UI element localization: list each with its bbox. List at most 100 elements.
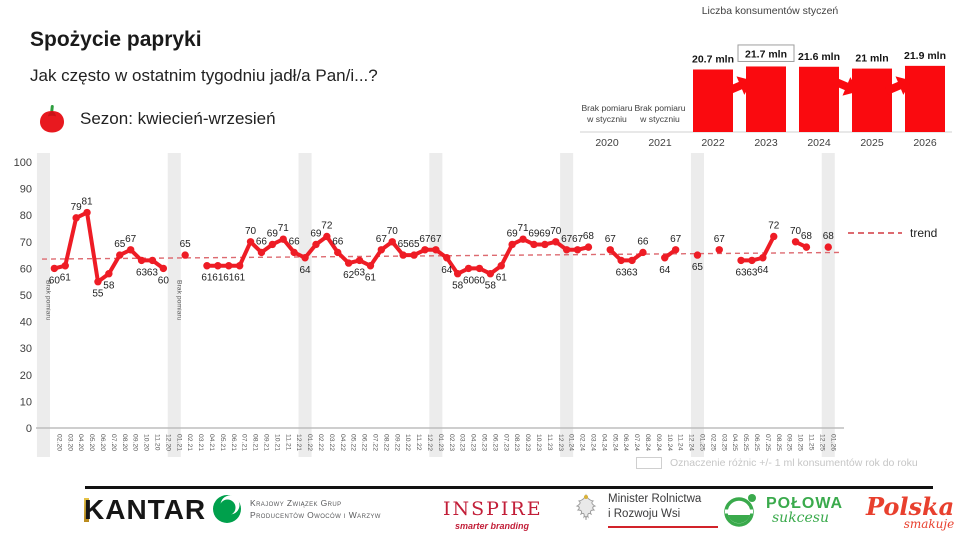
svg-text:2026: 2026 (913, 137, 937, 149)
svg-text:01.25: 01.25 (698, 434, 705, 451)
svg-text:10.25: 10.25 (797, 434, 804, 451)
svg-text:72: 72 (321, 220, 333, 231)
svg-text:64: 64 (659, 265, 671, 276)
svg-text:08.22: 08.22 (382, 434, 389, 451)
svg-text:21 mln: 21 mln (855, 53, 888, 65)
data-points (50, 208, 832, 286)
svg-text:12.24: 12.24 (688, 434, 695, 451)
svg-text:67: 67 (419, 234, 431, 245)
svg-text:07.21: 07.21 (241, 434, 248, 451)
svg-text:03.24: 03.24 (589, 434, 596, 451)
svg-text:03.20: 03.20 (66, 434, 73, 451)
svg-text:58: 58 (485, 281, 497, 292)
svg-text:64: 64 (757, 265, 769, 276)
svg-text:09.20: 09.20 (132, 434, 139, 451)
season-row: Sezon: kwiecień-wrzesień (36, 103, 276, 135)
svg-text:63: 63 (735, 267, 747, 278)
svg-text:07.22: 07.22 (371, 434, 378, 451)
svg-text:05.22: 05.22 (350, 434, 357, 451)
svg-text:02.22: 02.22 (317, 434, 324, 451)
svg-text:11.23: 11.23 (546, 434, 553, 451)
svg-text:65: 65 (180, 239, 192, 250)
svg-text:65: 65 (692, 262, 704, 273)
svg-text:10.23: 10.23 (535, 434, 542, 451)
question-text: Jak często w ostatnim tygodniu jadł/a Pa… (30, 66, 378, 85)
inspire-wordmark: INSPIRE (443, 498, 543, 520)
svg-text:02.21: 02.21 (186, 434, 193, 451)
svg-text:61: 61 (223, 273, 235, 284)
svg-text:70: 70 (387, 226, 399, 237)
svg-text:08.23: 08.23 (513, 434, 520, 451)
svg-text:60: 60 (158, 275, 170, 286)
svg-text:70: 70 (20, 237, 32, 249)
svg-text:08.20: 08.20 (121, 434, 128, 451)
no-measurement-labels: Brak pomiaru Brak pomiaru (44, 280, 182, 321)
svg-text:04.24: 04.24 (600, 434, 607, 451)
svg-text:50: 50 (20, 290, 32, 302)
svg-text:60: 60 (463, 275, 475, 286)
ministry-underline (608, 525, 718, 529)
svg-text:80: 80 (20, 210, 32, 222)
svg-text:11.24: 11.24 (677, 434, 684, 451)
svg-text:2025: 2025 (860, 137, 884, 149)
svg-text:04.23: 04.23 (470, 434, 477, 451)
svg-text:09.22: 09.22 (393, 434, 400, 451)
svg-text:01.21: 01.21 (175, 434, 182, 451)
svg-text:21.9 mln: 21.9 mln (904, 50, 946, 62)
svg-text:12.22: 12.22 (426, 434, 433, 451)
svg-text:01.22: 01.22 (306, 434, 313, 451)
svg-text:67: 67 (125, 234, 137, 245)
eagle-emblem-icon (575, 493, 597, 521)
svg-text:10: 10 (20, 396, 32, 408)
diff-legend-label: Oznaczenie różnic +/- 1 ml konsumentów r… (670, 457, 918, 469)
svg-text:06.24: 06.24 (622, 434, 629, 451)
ministry-name: Minister Rolnictwa i Rozwoju Wsi (608, 492, 718, 529)
svg-text:10.24: 10.24 (666, 434, 673, 451)
svg-text:70: 70 (790, 226, 802, 237)
mini-bar-labels: 20.7 mln 21.7 mln 21.6 mln 21 mln 21.9 mln (692, 44, 946, 65)
svg-text:90: 90 (20, 184, 32, 196)
svg-text:70: 70 (245, 226, 257, 237)
svg-text:02.25: 02.25 (709, 434, 716, 451)
svg-text:63: 63 (746, 267, 758, 278)
svg-text:11.20: 11.20 (153, 434, 160, 451)
svg-text:02.24: 02.24 (579, 434, 586, 451)
diff-legend: Oznaczenie różnic +/- 1 ml konsumentów r… (636, 457, 918, 469)
svg-text:60: 60 (20, 263, 32, 275)
svg-text:21.6 mln: 21.6 mln (798, 51, 840, 63)
svg-text:12.25: 12.25 (818, 434, 825, 451)
svg-text:Brak pomiaru: Brak pomiaru (634, 103, 685, 113)
y-axis-labels: 0 10 20 30 40 50 60 70 80 90 100 (14, 157, 32, 435)
svg-text:04.20: 04.20 (77, 434, 84, 451)
svg-text:05.23: 05.23 (480, 434, 487, 451)
svg-text:66: 66 (289, 236, 301, 247)
polowa-name: POŁOWA sukcesu (766, 495, 843, 526)
svg-text:0: 0 (26, 423, 32, 435)
mini-year-labels: 2020 2021 2022 2023 2024 2025 2026 (595, 137, 937, 149)
diff-legend-swatch (636, 457, 662, 469)
svg-text:03.23: 03.23 (459, 434, 466, 451)
x-axis-labels: 02.20 03.20 04.20 05.20 06.20 07.20 08.20 09.20… (55, 434, 836, 451)
svg-text:06.22: 06.22 (361, 434, 368, 451)
svg-text:65: 65 (408, 239, 420, 250)
svg-text:67: 67 (376, 234, 388, 245)
mini-trend-arrows (725, 76, 912, 96)
polowa-word: POŁOWA (766, 494, 844, 512)
polska-word: Polska (866, 492, 955, 521)
svg-text:65: 65 (114, 239, 126, 250)
kzgpoiw-name: Krajowy Związek Grup Producentów Owoców … (250, 497, 381, 522)
kzgpoiw-icon (213, 495, 241, 523)
svg-text:66: 66 (637, 236, 649, 247)
footer-divider (85, 486, 933, 489)
svg-text:03.22: 03.22 (328, 434, 335, 451)
svg-text:66: 66 (332, 236, 344, 247)
kantar-logo: KANTAR (84, 494, 206, 526)
svg-text:64: 64 (299, 265, 311, 276)
svg-text:05.24: 05.24 (611, 434, 618, 451)
kantar-gold-accent (84, 498, 89, 522)
svg-text:10.20: 10.20 (143, 434, 150, 451)
svg-text:58: 58 (103, 281, 115, 292)
